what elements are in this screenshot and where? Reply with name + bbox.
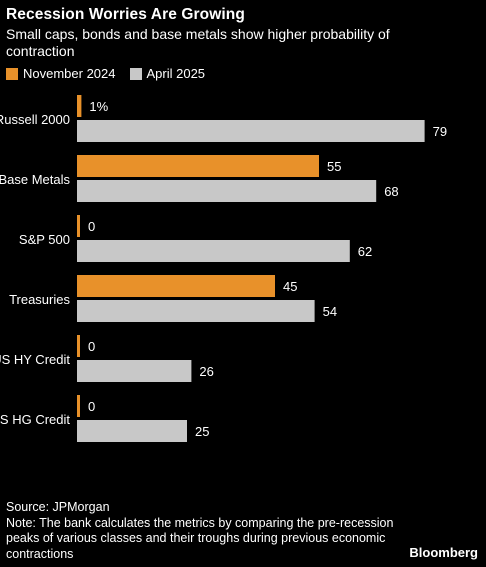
- bar-april-2025-us-hy-credit: [77, 360, 192, 382]
- value-label-november-2024-us-hy-credit: 0: [88, 339, 95, 354]
- legend-label-april: April 2025: [146, 66, 206, 81]
- category-label-s-p-500: S&P 500: [19, 232, 70, 247]
- legend-swatch-april: [129, 67, 142, 80]
- legend-label-november: November 2024: [23, 66, 116, 81]
- bar-november-2024-us-hy-credit: [77, 335, 80, 357]
- legend: November 2024 April 2025: [6, 66, 219, 81]
- bar-november-2024-us-hg-credit: [77, 395, 80, 417]
- legend-swatch-november: [6, 67, 18, 80]
- category-label-us-hg-credit: US HG Credit: [0, 412, 70, 427]
- value-label-april-2025-us-hy-credit: 26: [199, 364, 213, 379]
- chart-title: Recession Worries Are Growing: [6, 6, 245, 23]
- value-label-april-2025-russell-2000: 79: [433, 124, 447, 139]
- category-label-russell-2000: Russell 2000: [0, 112, 70, 127]
- value-label-november-2024-s-p-500: 0: [88, 219, 95, 234]
- category-label-base-metals: Base Metals: [0, 172, 70, 187]
- value-label-november-2024-russell-2000: 1%: [89, 99, 108, 114]
- footer: Source: JPMorgan Note: The bank calculat…: [6, 500, 406, 562]
- bar-november-2024-russell-2000: [77, 95, 82, 117]
- bar-april-2025-s-p-500: [77, 240, 350, 262]
- bar-april-2025-base-metals: [77, 180, 377, 202]
- value-label-november-2024-us-hg-credit: 0: [88, 399, 95, 414]
- category-label-us-hy-credit: US HY Credit: [0, 352, 70, 367]
- bar-april-2025-us-hg-credit: [77, 420, 187, 442]
- value-label-november-2024-treasuries: 45: [283, 279, 297, 294]
- chart-subtitle: Small caps, bonds and base metals show h…: [6, 26, 390, 59]
- source-note: Source: JPMorgan: [6, 500, 110, 514]
- bar-november-2024-base-metals: [77, 155, 319, 177]
- bar-april-2025-treasuries: [77, 300, 315, 322]
- value-label-april-2025-base-metals: 68: [384, 184, 398, 199]
- bar-november-2024-s-p-500: [77, 215, 80, 237]
- value-label-april-2025-us-hg-credit: 25: [195, 424, 209, 439]
- bloomberg-logo: Bloomberg: [409, 545, 478, 560]
- value-label-april-2025-treasuries: 54: [323, 304, 337, 319]
- value-label-april-2025-s-p-500: 62: [358, 244, 372, 259]
- bar-chart: Russell 2000 1% 79 Base Metals 55 68 S&P 500 0 6…: [0, 95, 447, 442]
- bar-november-2024-treasuries: [77, 275, 275, 297]
- value-label-november-2024-base-metals: 55: [327, 159, 341, 174]
- methodology-note: Note: The bank calculates the metrics by…: [6, 515, 394, 561]
- legend-item-april: April 2025: [129, 66, 206, 81]
- legend-item-november: November 2024: [6, 66, 116, 81]
- bar-april-2025-russell-2000: [77, 120, 425, 142]
- category-label-treasuries: Treasuries: [9, 292, 70, 307]
